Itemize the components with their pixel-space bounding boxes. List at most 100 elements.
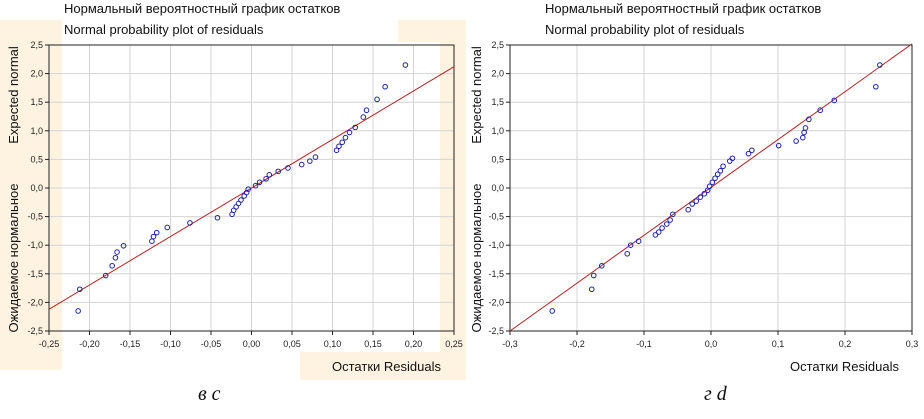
data-point xyxy=(102,272,109,279)
data-point xyxy=(714,171,721,178)
panel-left: Нормальный вероятностный график остатков… xyxy=(6,1,463,374)
data-point xyxy=(729,155,736,162)
data-point xyxy=(802,125,809,131)
x-tick-label: 0,05 xyxy=(283,339,301,349)
y-tick-label: -2,5 xyxy=(27,326,43,336)
x-tick-label: 0,20 xyxy=(405,339,423,349)
data-point xyxy=(266,172,273,178)
data-point xyxy=(312,154,319,160)
data-point xyxy=(333,147,340,154)
data-point xyxy=(360,114,367,120)
y-tick-label: 0,0 xyxy=(30,183,43,193)
data-point xyxy=(363,107,370,114)
data-point xyxy=(75,308,81,314)
data-point xyxy=(263,176,269,182)
data-point xyxy=(275,168,282,175)
data-point xyxy=(635,238,642,244)
data-point xyxy=(598,262,605,269)
left-label-shading xyxy=(0,20,62,370)
y-tick-label: 2,0 xyxy=(30,69,43,79)
y-tick-label: 0,5 xyxy=(30,154,43,164)
x-tick-label: 0,3 xyxy=(906,339,919,349)
data-point xyxy=(693,198,700,204)
data-point xyxy=(793,138,799,144)
chart-title-ru: Нормальный вероятностный график остатков xyxy=(64,1,340,16)
data-point xyxy=(712,175,718,182)
xlabel-shading xyxy=(300,352,466,380)
y-tick-label: 1,0 xyxy=(30,126,43,136)
x-tick-label: 0,00 xyxy=(243,339,261,349)
data-point xyxy=(307,158,313,164)
data-point xyxy=(877,62,883,68)
data-point xyxy=(775,142,782,149)
y-tick-label: 2,0 xyxy=(491,69,504,79)
y-tick-label: -1,5 xyxy=(27,269,43,279)
data-point xyxy=(659,225,665,231)
chart-title-en: Normal probability plot of residuals xyxy=(64,22,264,37)
data-point xyxy=(238,197,244,203)
x-tick-label: -0,1 xyxy=(636,339,652,349)
x-tick-label: 0,10 xyxy=(324,339,342,349)
y-tick-label: 2,5 xyxy=(30,40,43,50)
y-tick-label: -2,5 xyxy=(488,326,504,336)
data-point xyxy=(627,242,634,248)
data-point xyxy=(298,161,305,168)
x-tick-label: -0,20 xyxy=(79,339,100,349)
data-point xyxy=(717,168,724,174)
data-point xyxy=(346,129,353,136)
data-point xyxy=(655,229,662,235)
data-point xyxy=(831,97,838,104)
data-point xyxy=(112,254,119,261)
x-tick-label: 0,25 xyxy=(445,339,463,349)
data-point xyxy=(697,194,704,200)
x-tick-label: 0,1 xyxy=(772,339,785,349)
panel-label-left: в c xyxy=(198,383,221,405)
data-point xyxy=(336,143,342,150)
y-axis-label-ru: Ожидаемое нормальное xyxy=(469,184,484,333)
y-axis-label-en: Expected normal xyxy=(469,46,484,144)
data-point xyxy=(706,183,713,190)
x-axis-label: Остатки Residuals xyxy=(332,359,441,374)
data-point xyxy=(806,116,812,123)
data-point xyxy=(352,124,358,131)
x-tick-label: -0,25 xyxy=(39,339,60,349)
y-tick-label: -0,5 xyxy=(488,212,504,222)
y-tick-label: 0,0 xyxy=(491,183,504,193)
y-tick-label: -1,0 xyxy=(488,240,504,250)
data-point xyxy=(76,286,83,293)
x-tick-label: 0,2 xyxy=(839,339,852,349)
data-point xyxy=(701,190,708,197)
data-point xyxy=(670,211,676,218)
data-point xyxy=(549,308,556,314)
chart-title-ru: Нормальный вероятностный график остатков xyxy=(545,1,821,16)
data-point xyxy=(256,179,263,186)
data-point xyxy=(342,134,349,141)
x-tick-label: -0,10 xyxy=(160,339,181,349)
y-tick-label: -2,0 xyxy=(488,297,504,307)
y-tick-label: 2,5 xyxy=(491,40,504,50)
y-tick-label: 1,5 xyxy=(491,97,504,107)
x-tick-label: -0,15 xyxy=(120,339,141,349)
data-point xyxy=(402,62,409,68)
data-point xyxy=(214,214,221,221)
y-tick-label: -1,0 xyxy=(27,240,43,250)
data-point xyxy=(720,163,726,170)
data-point xyxy=(685,206,692,213)
y-tick-label: 1,5 xyxy=(30,97,43,107)
data-point xyxy=(749,147,755,154)
data-point xyxy=(689,201,696,207)
data-point xyxy=(817,107,824,114)
y-axis-label-ru: Ожидаемое нормальное xyxy=(6,184,21,333)
data-point xyxy=(245,186,252,192)
data-point xyxy=(652,232,659,238)
data-point xyxy=(252,182,259,189)
data-point xyxy=(109,262,115,269)
data-point xyxy=(285,165,291,171)
data-point xyxy=(374,96,380,103)
y-tick-label: 0,5 xyxy=(491,154,504,164)
y-tick-label: -2,0 xyxy=(27,297,43,307)
panel-right: Нормальный вероятностный график остатков… xyxy=(469,1,918,374)
data-point xyxy=(149,238,155,244)
y-tick-label: -0,5 xyxy=(27,212,43,222)
